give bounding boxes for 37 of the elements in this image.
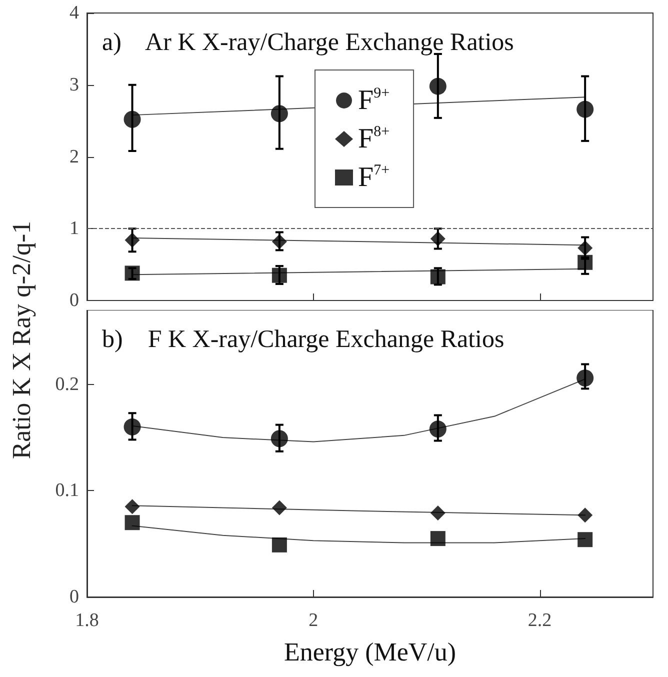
y-tick-label: 1 [70, 218, 79, 240]
y-tick-label: 0.1 [55, 480, 79, 502]
point [578, 254, 593, 270]
text: a) Ar K X-ray/Charge Exchange Ratios [102, 29, 514, 56]
y-tick-label: 2 [70, 146, 79, 168]
y-tick-label: 3 [70, 74, 79, 96]
point [578, 240, 593, 256]
point [124, 499, 140, 514]
x-tick-label: 2.2 [528, 610, 552, 631]
point [272, 500, 287, 516]
point [578, 508, 593, 523]
point [272, 234, 287, 250]
point [430, 531, 446, 546]
point [272, 537, 287, 552]
y-tick-label: 0 [70, 586, 79, 608]
point [272, 268, 287, 283]
x-tick-label: 1.8 [75, 610, 99, 631]
x-axis-title: Energy (MeV/u) [284, 638, 456, 666]
point [429, 420, 446, 438]
point [270, 430, 288, 448]
point [124, 110, 141, 128]
point [430, 231, 446, 246]
x-tick-label: 2 [308, 610, 318, 631]
point [429, 78, 446, 95]
point [124, 232, 140, 248]
point [124, 418, 141, 436]
point [270, 105, 288, 122]
point [124, 515, 140, 530]
point [576, 370, 594, 387]
text: b) F K X-ray/Charge Exchange Ratios [102, 326, 504, 353]
y-tick-label: 0 [70, 290, 79, 311]
y-tick-label: 4 [70, 2, 80, 24]
point [578, 532, 593, 548]
y-tick-label: 0.2 [55, 374, 79, 395]
point [576, 100, 594, 118]
point [430, 506, 446, 521]
y-axis-title: Ratio K X Ray q-2/q-1 [7, 220, 37, 460]
